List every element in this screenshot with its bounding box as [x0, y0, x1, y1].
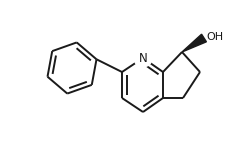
Circle shape [134, 49, 152, 67]
Polygon shape [182, 34, 206, 52]
Text: N: N [139, 52, 147, 65]
Text: OH: OH [206, 32, 223, 42]
